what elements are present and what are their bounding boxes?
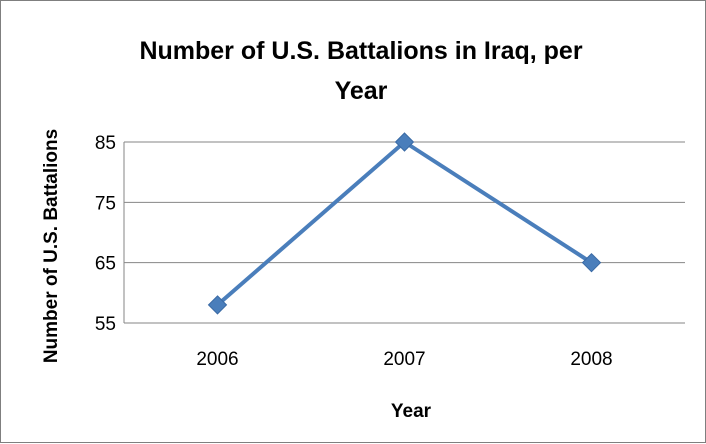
x-tick-label: 2006 <box>196 349 238 370</box>
tick-labels: 85 75 65 55 2006 2007 2008 <box>95 133 613 370</box>
gridlines <box>124 141 685 324</box>
series-line <box>216 140 593 307</box>
x-tick-label: 2007 <box>383 349 425 370</box>
y-tick-label: 55 <box>95 314 116 335</box>
y-tick-label: 65 <box>95 254 116 275</box>
y-tick-label: 85 <box>95 133 116 154</box>
series-group <box>207 132 602 315</box>
chart-title-line-2: Year <box>335 77 388 105</box>
x-axis-title: Year <box>391 401 432 422</box>
chart-title-line-1: Number of U.S. Battalions in Iraq, per <box>139 37 582 65</box>
y-axis-title: Number of U.S. Battalions <box>41 129 62 363</box>
y-tick-label: 75 <box>95 193 116 214</box>
data-point-marker <box>207 295 228 315</box>
data-point-marker <box>394 132 415 152</box>
x-tick-label: 2008 <box>570 349 612 370</box>
data-point-marker <box>581 252 602 273</box>
